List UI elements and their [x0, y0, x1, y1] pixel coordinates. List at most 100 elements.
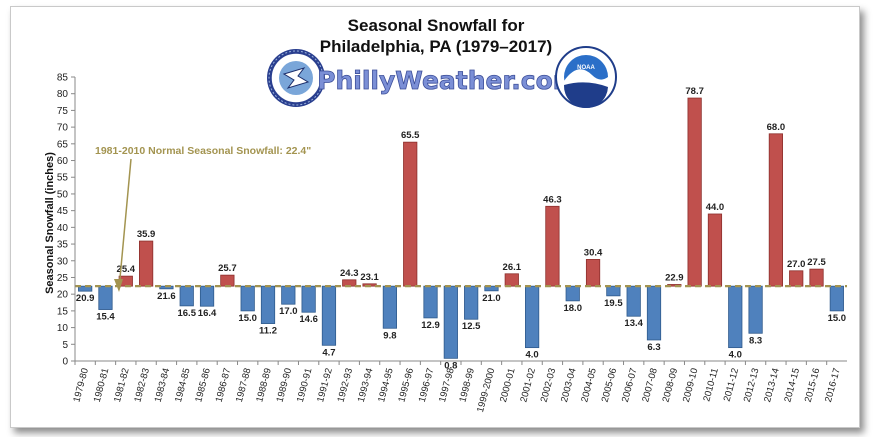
value-label: 65.5 — [401, 130, 420, 141]
y-tick-label: 50 — [57, 189, 69, 200]
x-tick-label: 1992-93 — [336, 367, 356, 404]
y-tick-label: 70 — [57, 123, 69, 134]
noaa-logo-icon: NOAA — [555, 46, 617, 109]
nws-logo-icon — [267, 49, 325, 107]
bar — [423, 285, 438, 319]
y-tick-label: 45 — [57, 206, 69, 217]
bar — [687, 97, 702, 287]
y-tick-label: 65 — [57, 139, 69, 150]
chart-svg: Seasonal Snowfall for Philadelphia, PA (… — [44, 16, 847, 414]
x-tick-label: 2003-04 — [559, 367, 579, 404]
value-label: 44.0 — [706, 202, 725, 213]
value-label: 27.0 — [787, 259, 806, 270]
x-tick-label: 1996-97 — [417, 367, 437, 404]
value-label: 25.7 — [218, 263, 237, 274]
x-tick-label: 1983-84 — [153, 367, 173, 404]
y-tick-label: 75 — [57, 106, 69, 117]
x-tick-label: 2015-16 — [803, 367, 823, 404]
value-label: 46.3 — [543, 194, 562, 205]
bars — [78, 97, 844, 359]
x-tick-label: 1994-95 — [376, 367, 396, 404]
value-label: 23.1 — [360, 272, 379, 283]
x-tick-label: 2002-03 — [539, 367, 559, 404]
x-tick-label: 2010-11 — [701, 367, 720, 403]
value-label: 78.7 — [685, 86, 704, 97]
x-tick-label: 1999-2000 — [475, 367, 497, 414]
bar — [98, 285, 113, 310]
bar — [809, 268, 824, 287]
y-tick-label: 30 — [57, 256, 69, 267]
y-tick-label: 55 — [57, 173, 69, 184]
bar — [829, 285, 844, 312]
bar — [199, 285, 215, 307]
bar — [484, 285, 499, 292]
value-label: 12.5 — [462, 321, 481, 332]
x-tick-label: 2014-15 — [782, 367, 802, 404]
bar — [606, 285, 621, 297]
value-label: 15.0 — [238, 313, 257, 324]
svg-text:NOAA: NOAA — [577, 65, 595, 71]
y-tick-label: 15 — [57, 306, 69, 317]
x-tick-label: 1986-87 — [214, 367, 234, 404]
x-tick-label: 1990-91 — [295, 367, 315, 404]
value-label: 18.0 — [563, 303, 582, 314]
x-tick-label: 2009-10 — [681, 367, 701, 404]
bar — [139, 240, 154, 287]
value-label: 0.8 — [444, 360, 457, 371]
bar — [403, 141, 418, 287]
value-label: 68.0 — [767, 122, 786, 133]
x-tick-label: 1998-99 — [457, 367, 477, 404]
value-label: 16.4 — [198, 308, 217, 319]
normal-annotation-arrow — [118, 158, 132, 290]
bar — [504, 273, 519, 287]
y-tick-label: 25 — [57, 273, 69, 284]
bar — [443, 285, 458, 359]
value-label: 13.4 — [624, 318, 643, 329]
value-label: 14.6 — [299, 314, 318, 325]
value-label: 4.7 — [322, 347, 335, 358]
x-tick-label: 2008-09 — [661, 367, 681, 404]
x-tick-label: 1991-92 — [315, 367, 335, 404]
value-label: 30.4 — [584, 247, 603, 258]
y-tick-label: 40 — [57, 223, 69, 234]
bar — [240, 285, 255, 312]
bar — [179, 285, 194, 307]
y-tick-label: 20 — [57, 290, 69, 301]
x-tick-label: 1993-94 — [356, 367, 376, 404]
value-labels: 20.915.425.435.921.616.5 16.425.715.011.2… — [76, 86, 846, 371]
x-tick-label: 1997-98 — [437, 367, 457, 404]
x-tick-label: 2000-01 — [498, 367, 518, 404]
x-tick-label: 2004-05 — [579, 367, 599, 404]
value-label: 21.0 — [482, 293, 501, 304]
value-label: 20.9 — [76, 293, 95, 304]
bar — [321, 285, 337, 346]
y-tick-label: 5 — [62, 340, 68, 351]
value-label: 24.3 — [340, 268, 359, 279]
value-label: 9.8 — [383, 330, 396, 341]
value-label: 27.5 — [807, 257, 826, 268]
bar — [565, 285, 580, 302]
y-tick-label: 10 — [57, 323, 69, 334]
value-label: 11.2 — [259, 326, 277, 337]
bar — [545, 205, 560, 287]
value-label: 15.0 — [828, 313, 847, 324]
normal-annotation: 1981-2010 Normal Seasonal Snowfall: 22.4… — [95, 145, 311, 157]
x-tick-label: 2011-12 — [722, 367, 741, 403]
bar — [301, 285, 316, 313]
x-tick-label: 1979-80 — [71, 367, 91, 404]
value-label: 19.5 — [604, 298, 623, 309]
value-label: 26.1 — [503, 262, 522, 273]
y-axis-label: Seasonal Snowfall (inches) — [44, 152, 56, 294]
value-label: 35.9 — [137, 229, 156, 240]
bar — [768, 133, 783, 287]
x-tick-label: 1984-85 — [173, 367, 193, 404]
value-label: 12.9 — [421, 320, 440, 331]
bar — [707, 213, 723, 287]
x-tick-label: 2006-07 — [620, 367, 640, 404]
x-tick-label: 2005-06 — [600, 367, 620, 404]
bar — [585, 259, 601, 287]
bar — [525, 285, 540, 349]
x-tick-label: 2007-08 — [640, 367, 660, 404]
value-label: 6.3 — [647, 342, 660, 353]
chart-subtitle: Philadelphia, PA (1979–2017) — [320, 37, 552, 56]
